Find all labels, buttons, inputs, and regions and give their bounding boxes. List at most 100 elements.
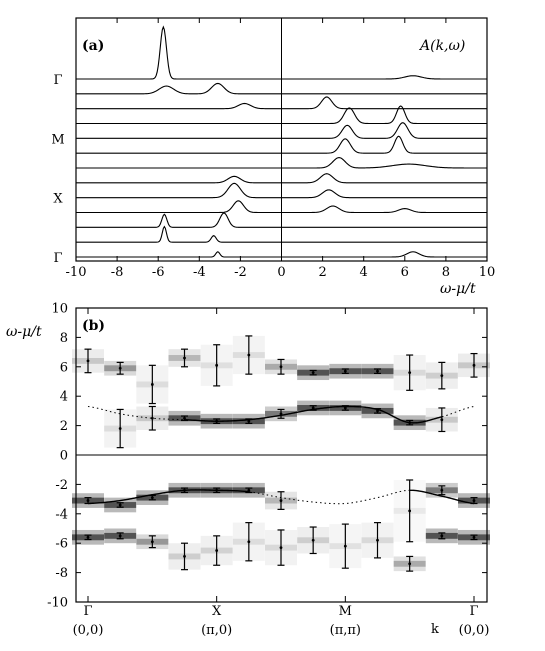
data-point: [311, 538, 315, 542]
y-tick-label: -4: [55, 507, 68, 522]
data-point: [440, 418, 444, 422]
spectral-curve: [76, 96, 487, 110]
k-point-label: Γ: [53, 73, 62, 88]
panel-a-annotation: A(k,ω): [418, 38, 465, 54]
y-tick-label: 2: [60, 419, 68, 434]
k-point-name: M: [339, 604, 352, 619]
data-point: [311, 406, 315, 410]
panel-b-y-ticks: -10 -8 -6 -4 -2 0 2 4 6 8 10: [47, 302, 487, 611]
spectral-curve: [76, 122, 487, 139]
y-tick-label: -10: [47, 596, 68, 611]
data-point: [215, 549, 219, 552]
x-tick-label: -2: [234, 265, 247, 280]
k-point-label: M: [51, 132, 64, 147]
data-point: [408, 371, 412, 375]
y-tick-label: 0: [60, 449, 68, 464]
error-bar-points: [84, 335, 478, 572]
spectral-curve: [76, 82, 487, 95]
x-tick-label: 2: [318, 265, 326, 280]
data-point: [150, 416, 154, 420]
y-tick-label: 4: [60, 390, 68, 405]
x-tick-label: -8: [111, 265, 124, 280]
spectral-curve: [76, 200, 487, 214]
panel-b-k-ticks: Γ (0,0) X (π,0) M (π,π) Γ (0,0): [73, 308, 490, 638]
data-point: [311, 371, 315, 375]
x-tick-label: 8: [442, 265, 450, 280]
data-point: [440, 534, 444, 538]
spectral-curve: [76, 173, 487, 184]
panel-a-k-labels: Γ X M Γ: [51, 73, 64, 266]
data-point: [183, 488, 186, 492]
y-tick-label: -6: [55, 537, 68, 552]
dispersion-lower-solid-2: [409, 489, 475, 505]
data-point: [472, 363, 476, 367]
data-point: [247, 419, 251, 423]
panel-b-label: (b): [82, 318, 105, 334]
data-point: [86, 499, 90, 502]
data-point: [150, 383, 154, 386]
x-tick-label: -4: [193, 265, 206, 280]
data-point: [376, 538, 379, 542]
data-point: [183, 555, 186, 558]
data-point: [118, 366, 122, 370]
data-point: [279, 499, 283, 502]
data-point: [279, 412, 283, 416]
dispersion-lower-solid: [87, 489, 249, 505]
k-point-name: X: [212, 604, 222, 619]
data-point: [86, 535, 90, 539]
data-point: [183, 356, 186, 360]
y-tick-label: -8: [55, 566, 68, 581]
panel-b-y-axis-title: ω-μ/t: [6, 324, 42, 340]
data-point: [440, 488, 444, 492]
k-point-coord: (π,π): [330, 623, 361, 638]
data-point: [376, 409, 379, 413]
data-point: [472, 535, 476, 539]
data-point: [118, 534, 122, 538]
data-point: [279, 365, 283, 369]
panel-a-x-axis-title: ω-μ/t: [440, 281, 476, 297]
panel-a: -10 -8 -6 -4 -2 0 2 4 6 8 10 Γ X M Γ (a) A(k,ω) ω-μ/t: [51, 17, 496, 297]
data-point: [343, 544, 347, 548]
data-point: [215, 363, 219, 367]
k-point-label: X: [53, 192, 63, 207]
data-point: [343, 369, 347, 373]
data-point: [408, 421, 412, 425]
panel-a-x-ticks: -10 -8 -6 -4 -2 0 2 4 6 8 10: [66, 18, 496, 280]
k-point-label: Γ: [53, 251, 62, 266]
panel-b: -10 -8 -6 -4 -2 0 2 4 6 8 10 Γ (0,0) X (π,0) M (π,π) Γ (0…: [6, 302, 490, 638]
spectral-curve: [76, 157, 487, 169]
k-point-coord: (0,0): [459, 623, 490, 638]
k-point-coord: (π,0): [201, 623, 232, 638]
data-point: [247, 488, 251, 492]
spectral-curve: [76, 25, 487, 80]
y-tick-label: 10: [51, 302, 68, 317]
spectral-curve: [76, 105, 487, 125]
x-tick-label: -10: [66, 265, 87, 280]
data-point: [86, 359, 90, 363]
data-point: [215, 419, 219, 423]
spectral-curve: [76, 212, 487, 228]
panel-a-label: (a): [82, 38, 104, 54]
data-point: [343, 406, 347, 410]
spectral-curve: [76, 182, 487, 199]
x-tick-label: -6: [152, 265, 165, 280]
x-tick-label: 0: [277, 265, 285, 280]
data-point: [215, 488, 219, 492]
x-tick-label: 10: [479, 265, 496, 280]
data-point: [472, 499, 476, 502]
data-point: [118, 503, 122, 507]
data-point: [150, 496, 154, 500]
data-point: [376, 369, 379, 373]
k-point-name: Γ: [83, 604, 92, 619]
k-point-coord: (0,0): [73, 623, 104, 638]
y-tick-label: 8: [60, 331, 68, 346]
data-point: [440, 374, 444, 378]
data-point: [118, 427, 122, 430]
data-point: [150, 540, 154, 544]
data-point: [247, 540, 251, 544]
panel-b-x-axis-title: k: [431, 622, 439, 637]
k-point-name: Γ: [469, 604, 478, 619]
y-tick-label: -2: [55, 478, 68, 493]
data-point: [247, 353, 251, 357]
spectral-curve: [76, 135, 487, 154]
